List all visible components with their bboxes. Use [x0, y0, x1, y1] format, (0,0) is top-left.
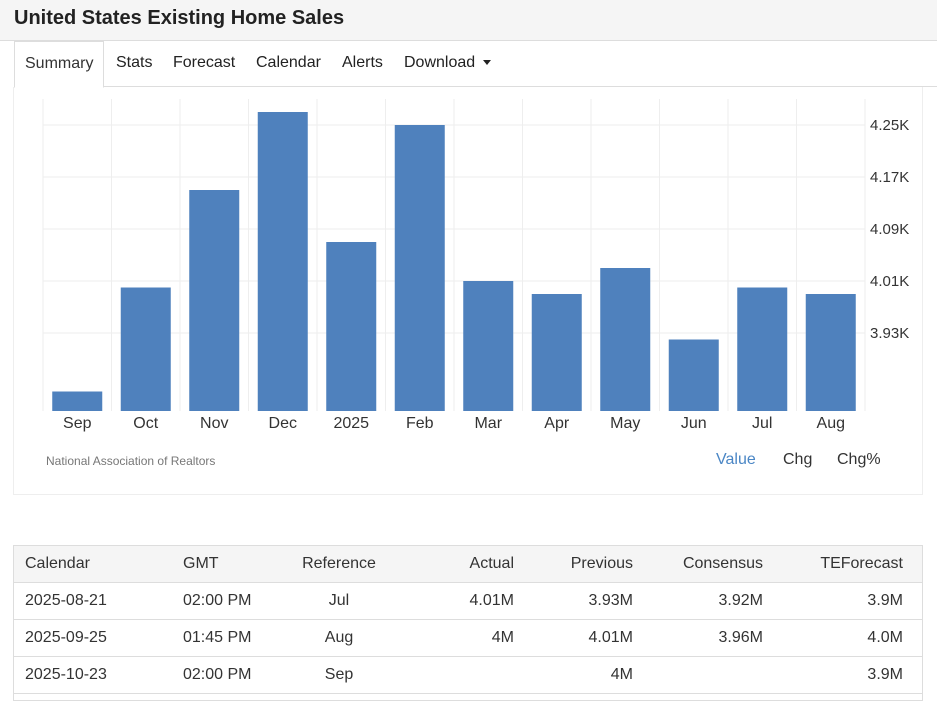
- tab-alerts[interactable]: Alerts: [342, 41, 383, 86]
- x-tick-label: Dec: [269, 415, 297, 432]
- y-tick-label: 4.09K: [870, 221, 909, 238]
- column-header-consensus: Consensus: [633, 546, 763, 583]
- y-tick-label: 4.25K: [870, 117, 909, 134]
- page-header: United States Existing Home Sales: [0, 0, 937, 41]
- bar: [394, 125, 445, 411]
- y-tick-label: 4.17K: [870, 169, 909, 186]
- cell-previous: 4M: [514, 656, 633, 694]
- x-tick-label: May: [610, 415, 640, 432]
- bar: [120, 287, 171, 411]
- tab-bar: Summary Stats Forecast Calendar Alerts D…: [0, 41, 937, 88]
- tab-forecast[interactable]: Forecast: [173, 41, 235, 86]
- cell-gmt: 01:45 PM: [171, 619, 284, 657]
- cell-actual: 4M: [394, 619, 514, 657]
- bar-chart: 3.93K 4.01K 4.09K 4.17K 4.25K Sep Oct Nov Dec 202…: [42, 99, 909, 432]
- page-title: United States Existing Home Sales: [14, 7, 345, 29]
- cell-teforecast: 4.0M: [763, 619, 922, 657]
- cell-consensus: [633, 656, 763, 694]
- x-tick-label: Aug: [817, 415, 845, 432]
- tab-calendar[interactable]: Calendar: [256, 41, 321, 86]
- x-tick-label: Sep: [63, 415, 92, 432]
- cell-teforecast: 3.9M: [763, 582, 922, 620]
- calendar-table: Calendar GMT Reference Actual Previous C…: [14, 546, 922, 694]
- tab-baseline: [14, 86, 937, 87]
- x-tick-label: Jul: [752, 415, 772, 432]
- y-tick-label: 3.93K: [870, 325, 909, 342]
- tab-label: Forecast: [173, 54, 236, 71]
- bar: [463, 281, 514, 411]
- cell-reference: Sep: [284, 656, 394, 694]
- x-tick-label: Nov: [200, 415, 228, 432]
- cell-actual: 4.01M: [394, 582, 514, 620]
- bar: [668, 339, 719, 411]
- column-header-reference: Reference: [284, 546, 394, 583]
- cell-gmt: 02:00 PM: [171, 656, 284, 694]
- bar: [52, 391, 103, 411]
- column-header-gmt: GMT: [171, 546, 284, 583]
- bar: [531, 294, 582, 411]
- cell-reference: Aug: [284, 619, 394, 657]
- bar: [189, 190, 240, 411]
- tab-label: Download: [404, 54, 476, 71]
- cell-reference: Jul: [284, 582, 394, 620]
- x-tick-label: Oct: [133, 415, 158, 432]
- column-header-teforecast: TEForecast: [763, 546, 922, 583]
- cell-previous: 4.01M: [514, 619, 633, 657]
- tab-download[interactable]: Download: [404, 41, 492, 86]
- table-row: 2025-10-23 02:00 PM Sep 4M 3.9M: [14, 656, 922, 694]
- toggle-chg-pct[interactable]: Chg%: [837, 451, 881, 468]
- cell-gmt: 02:00 PM: [171, 582, 284, 620]
- tab-label: Stats: [116, 54, 153, 71]
- table-row: 2025-08-21 02:00 PM Jul 4.01M 3.93M 3.92…: [14, 582, 922, 620]
- chart-panel: 3.93K 4.01K 4.09K 4.17K 4.25K Sep Oct Nov Dec 202…: [13, 87, 923, 495]
- cell-consensus: 3.92M: [633, 582, 763, 620]
- table-header-row: Calendar GMT Reference Actual Previous C…: [14, 546, 922, 583]
- bar: [326, 242, 377, 411]
- cell-actual: [394, 656, 514, 694]
- x-tick-label: Jun: [681, 415, 707, 432]
- cell-consensus: 3.96M: [633, 619, 763, 657]
- column-header-calendar: Calendar: [14, 546, 171, 583]
- x-tick-label: Mar: [474, 415, 502, 432]
- cell-calendar: 2025-08-21: [14, 582, 171, 620]
- chart-source: National Association of Realtors: [46, 454, 216, 468]
- x-tick-label: Feb: [406, 415, 434, 432]
- calendar-table-container: Calendar GMT Reference Actual Previous C…: [13, 545, 923, 701]
- column-header-previous: Previous: [514, 546, 633, 583]
- bar: [805, 294, 856, 411]
- tab-label: Alerts: [342, 54, 383, 71]
- cell-previous: 3.93M: [514, 582, 633, 620]
- tab-label: Calendar: [256, 54, 321, 71]
- tab-summary[interactable]: Summary: [14, 41, 105, 88]
- table-row: 2025-09-25 01:45 PM Aug 4M 4.01M 3.96M 4…: [14, 619, 922, 657]
- bar: [737, 287, 788, 411]
- bar: [600, 268, 651, 411]
- y-tick-label: 4.01K: [870, 273, 909, 290]
- cell-calendar: 2025-10-23: [14, 656, 171, 694]
- toggle-chg[interactable]: Chg: [783, 451, 813, 468]
- tab-label: Summary: [25, 55, 94, 72]
- tab-stats[interactable]: Stats: [116, 41, 152, 86]
- cell-calendar: 2025-09-25: [14, 619, 171, 657]
- cell-teforecast: 3.9M: [763, 656, 922, 694]
- x-tick-label: 2025: [333, 415, 369, 432]
- bar: [257, 112, 308, 411]
- x-tick-label: Apr: [544, 415, 570, 432]
- column-header-actual: Actual: [394, 546, 514, 583]
- toggle-value[interactable]: Value: [716, 451, 756, 468]
- caret-down-icon: [483, 60, 492, 66]
